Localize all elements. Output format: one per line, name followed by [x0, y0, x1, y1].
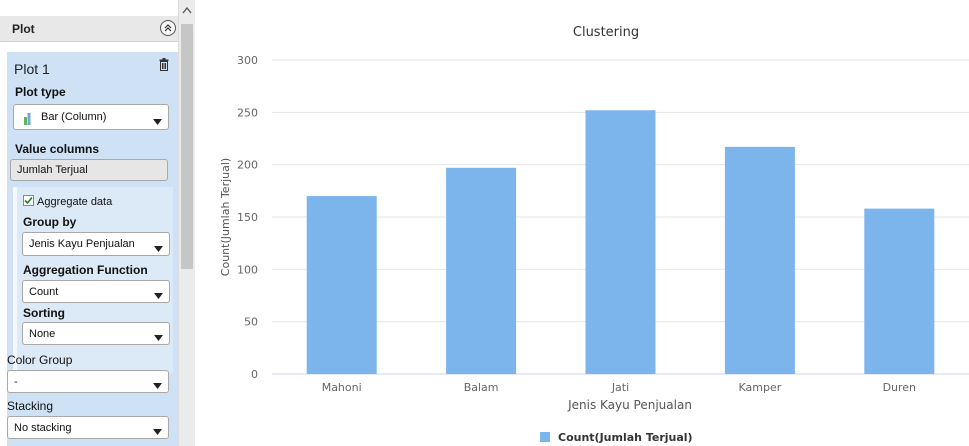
x-tick-label: Mahoni: [322, 381, 362, 394]
y-tick-label: 50: [244, 316, 258, 329]
scroll-up-icon[interactable]: [182, 3, 192, 17]
aggregation-group: Aggregate data Group by Jenis Kayu Penju…: [13, 187, 173, 373]
bar: [585, 110, 656, 375]
chevron-down-icon: [154, 330, 163, 344]
sorting-label: Sorting: [23, 306, 65, 320]
group-by-value: Jenis Kayu Penjualan: [29, 238, 135, 250]
chevron-down-icon: [153, 114, 162, 128]
sidebar-scrollbar[interactable]: [178, 0, 195, 446]
bar: [306, 196, 377, 374]
y-tick-label: 0: [251, 368, 258, 381]
group-by-label: Group by: [23, 215, 77, 229]
sidebar-header: Plot: [0, 16, 178, 42]
bar: [724, 146, 795, 374]
aggregation-function-select[interactable]: Count: [22, 280, 170, 303]
sorting-select[interactable]: None: [22, 322, 170, 345]
bar: [446, 167, 517, 374]
scrollbar-thumb[interactable]: [181, 24, 193, 269]
y-axis-label: Count(Jumlah Terjual): [219, 158, 232, 276]
value-columns-value: Jumlah Terjual: [17, 164, 88, 176]
chart-title: Clustering: [573, 25, 639, 40]
chart-area: Clustering 0 50 100 150 200 250 300 Count(Jumlah…: [196, 0, 969, 446]
y-tick-label: 150: [237, 211, 258, 224]
y-tick-label: 250: [237, 106, 258, 119]
plot-config-panel: Plot 1 Plot type Bar (Column): [7, 52, 178, 446]
trash-icon[interactable]: [159, 58, 169, 74]
y-tick-label: 200: [237, 159, 258, 172]
color-group-label: Color Group: [7, 353, 73, 367]
y-tick-label: 300: [237, 54, 258, 67]
sidebar-title: Plot: [12, 22, 35, 36]
sorting-value: None: [29, 328, 56, 340]
x-tick-label: Balam: [464, 381, 499, 394]
y-tick-label: 100: [237, 263, 258, 276]
x-tick-label: Kamper: [739, 381, 782, 394]
color-group-select[interactable]: -: [7, 370, 169, 393]
stacking-label: Stacking: [7, 399, 54, 413]
aggregate-label: Aggregate data: [37, 196, 113, 208]
bar-chart: Clustering 0 50 100 150 200 250 300 Count(Jumlah…: [219, 25, 969, 444]
bar-chart-icon: [24, 111, 34, 128]
legend-label: Count(Jumlah Terjual): [558, 431, 693, 444]
x-tick-label: Jati: [611, 381, 629, 394]
value-columns-field[interactable]: Jumlah Terjual: [10, 159, 168, 181]
x-axis-label: Jenis Kayu Penjualan: [567, 398, 692, 412]
stacking-select[interactable]: No stacking: [7, 416, 169, 439]
aggregation-function-value: Count: [29, 286, 59, 298]
chevron-down-icon: [154, 241, 163, 255]
chevron-down-icon: [153, 424, 162, 438]
plot-sidebar: Plot Plot 1 Plot type: [0, 0, 178, 446]
plot-type-select[interactable]: Bar (Column): [13, 104, 169, 130]
chevron-down-icon: [153, 378, 162, 392]
plot-type-value: Bar (Column): [41, 111, 107, 123]
bar: [864, 208, 935, 374]
x-tick-label: Duren: [883, 381, 916, 394]
group-by-select[interactable]: Jenis Kayu Penjualan: [22, 232, 170, 256]
plot-name: Plot 1: [14, 61, 50, 77]
color-group-value: -: [14, 376, 18, 388]
value-columns-label: Value columns: [15, 142, 100, 156]
legend-swatch: [540, 432, 550, 442]
aggregation-group-bar: [13, 187, 17, 373]
aggregation-function-label: Aggregation Function: [23, 263, 148, 277]
chevron-down-icon: [154, 288, 163, 302]
plot-type-label: Plot type: [15, 85, 66, 99]
aggregate-checkbox[interactable]: [23, 195, 34, 209]
collapse-icon[interactable]: [160, 20, 176, 36]
stacking-value: No stacking: [14, 422, 72, 434]
